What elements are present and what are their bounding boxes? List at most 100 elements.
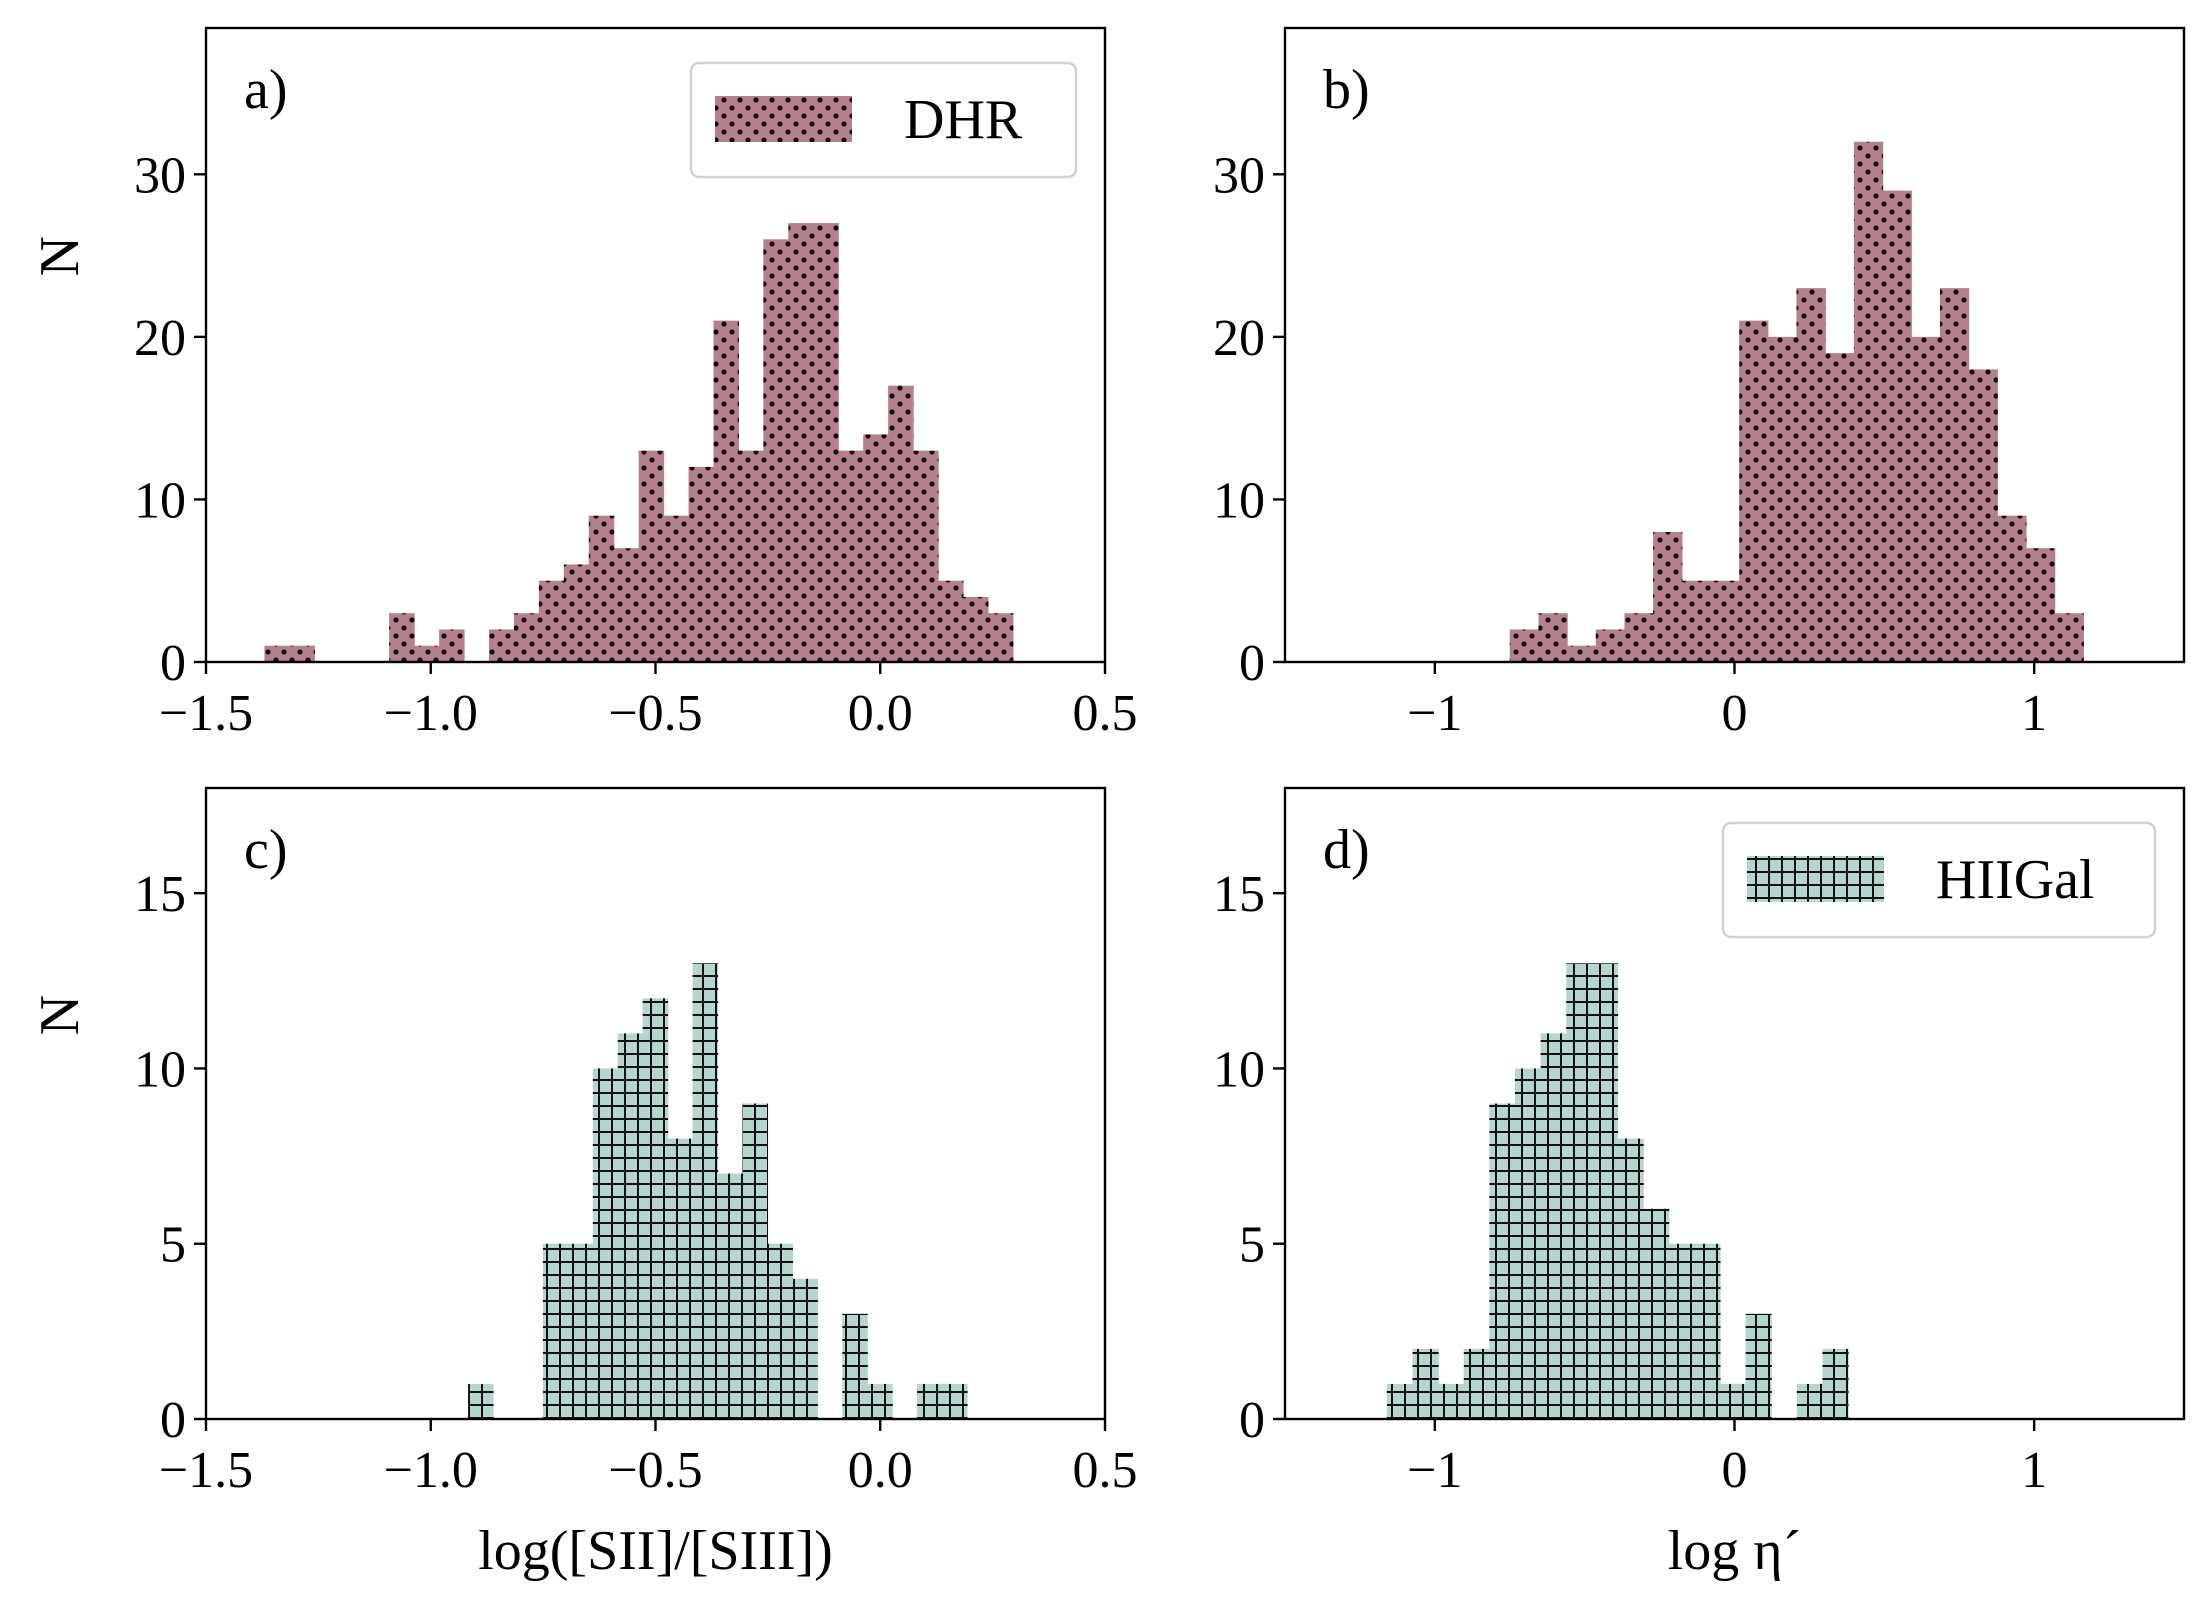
histogram-bar: [1710, 580, 1740, 662]
y-tick-label: 0: [1239, 635, 1265, 692]
histogram-bar: [1509, 629, 1540, 662]
x-tick-label: −0.5: [608, 685, 702, 742]
legend: HIIGal: [1721, 821, 2157, 939]
x-tick-label: 0.5: [1073, 1442, 1138, 1499]
panel-a: −1.5 −1.0 −0.5 0.0 0.5 0 10 20 30 a) N DHR: [29, 26, 1138, 742]
histogram-bar: [713, 320, 740, 662]
histogram-bar: [563, 564, 590, 662]
panel-label: b): [1323, 59, 1370, 121]
y-tick-label: 10: [1213, 1041, 1265, 1098]
histogram-bar: [2054, 613, 2084, 662]
histogram-bar: [1882, 190, 1912, 662]
histogram-bar: [592, 1068, 619, 1419]
histogram-bar: [1719, 1383, 1747, 1419]
y-tick-label: 10: [134, 472, 186, 529]
histogram-bar: [738, 450, 764, 662]
histogram-bar: [1668, 1243, 1695, 1419]
histogram-bar: [813, 223, 839, 662]
y-tick-label: 30: [134, 147, 186, 204]
histogram-bar: [1694, 1243, 1721, 1419]
histogram-bar: [962, 596, 989, 662]
histogram-bar: [1617, 1138, 1644, 1419]
x-tick-label: −0.5: [608, 1442, 702, 1499]
x-tick-label: 0.0: [848, 1442, 913, 1499]
x-tick-label: 0.0: [848, 685, 913, 742]
histogram-bar: [468, 1383, 494, 1419]
histogram-bar: [667, 1138, 694, 1419]
histogram-bar: [788, 223, 814, 662]
x-axis-label: log η´: [1668, 1520, 1802, 1582]
histogram-bar: [842, 1313, 868, 1419]
x-tick-label: −1: [1407, 685, 1462, 742]
y-tick-label: 0: [160, 1392, 186, 1449]
histogram-bars: [264, 223, 1014, 662]
histogram-bar: [913, 450, 939, 662]
histogram-bar: [1412, 1348, 1439, 1419]
y-tick-label: 20: [1213, 310, 1265, 367]
histogram-bar: [692, 963, 719, 1419]
legend-box: [689, 61, 1078, 179]
histogram-bar: [1463, 1348, 1490, 1419]
y-axis-label: N: [29, 236, 91, 276]
histogram-bar: [1489, 1103, 1516, 1419]
x-tick-label: 0: [1722, 1442, 1748, 1499]
histogram-bar: [613, 548, 640, 662]
histogram-bar: [542, 1243, 569, 1419]
y-axis-label: N: [29, 995, 91, 1035]
histogram-bar: [1853, 141, 1884, 663]
legend-label: DHR: [904, 89, 1023, 151]
histogram-bar: [888, 385, 914, 662]
histogram-bar: [1643, 1208, 1670, 1419]
x-tick-label: −1.0: [384, 1442, 478, 1499]
histogram-bar: [1796, 1383, 1824, 1419]
histogram-bars: [1386, 963, 1849, 1419]
histogram-bar: [588, 515, 615, 662]
histogram-bar: [1939, 288, 1970, 662]
histogram-bar: [1595, 629, 1626, 662]
histogram-bar: [1386, 1383, 1414, 1419]
histogram-bar: [792, 1278, 818, 1419]
y-tick-label: 5: [1239, 1217, 1265, 1274]
legend-label: HIIGal: [1936, 849, 2095, 911]
histogram-bar: [867, 1383, 893, 1419]
histogram-bar: [1653, 531, 1683, 662]
histogram-bar: [617, 1033, 644, 1419]
histogram-bar: [1911, 336, 1941, 662]
x-tick-label: 1: [2021, 1442, 2047, 1499]
histogram-bar: [513, 613, 540, 662]
histogram-bar: [1739, 320, 1769, 662]
histogram-bar: [1767, 336, 1798, 662]
histogram-bar: [863, 434, 889, 662]
histogram-bar: [717, 1173, 744, 1419]
histogram-bar: [1825, 353, 1855, 662]
panel-label: d): [1323, 819, 1370, 881]
x-tick-label: 0: [1722, 685, 1748, 742]
legend-box: [1721, 821, 2157, 939]
histogram-bar: [1540, 1033, 1567, 1419]
histogram-bar: [1514, 1068, 1542, 1419]
y-tick-label: 0: [160, 635, 186, 692]
panel-c: −1.5 −1.0 −0.5 0.0 0.5 0 5 10 15 c) Nlog([SII]/[SI…: [29, 786, 1138, 1582]
x-tick-label: −1.0: [384, 685, 478, 742]
histogram-bar: [1566, 963, 1593, 1419]
histogram-bar: [414, 645, 440, 662]
x-tick-label: −1: [1407, 1442, 1462, 1499]
x-tick-label: 1: [2021, 685, 2047, 742]
histogram-bar: [1822, 1348, 1849, 1419]
legend: DHR: [689, 61, 1078, 179]
x-tick-label: 0.5: [1073, 685, 1138, 742]
histogram-bar: [638, 450, 665, 662]
histogram-bar: [688, 466, 715, 662]
panel-label: a): [244, 59, 288, 121]
histogram-bar: [567, 1243, 594, 1419]
legend-swatch: [1747, 856, 1884, 902]
x-tick-label: −1.5: [159, 1442, 253, 1499]
histogram-bar: [1538, 613, 1568, 662]
histogram-bars: [468, 963, 968, 1419]
histogram-bar: [1968, 369, 1998, 662]
legend-swatch: [715, 96, 852, 142]
x-tick-label: −1.5: [159, 685, 253, 742]
histogram-bar: [488, 629, 515, 662]
